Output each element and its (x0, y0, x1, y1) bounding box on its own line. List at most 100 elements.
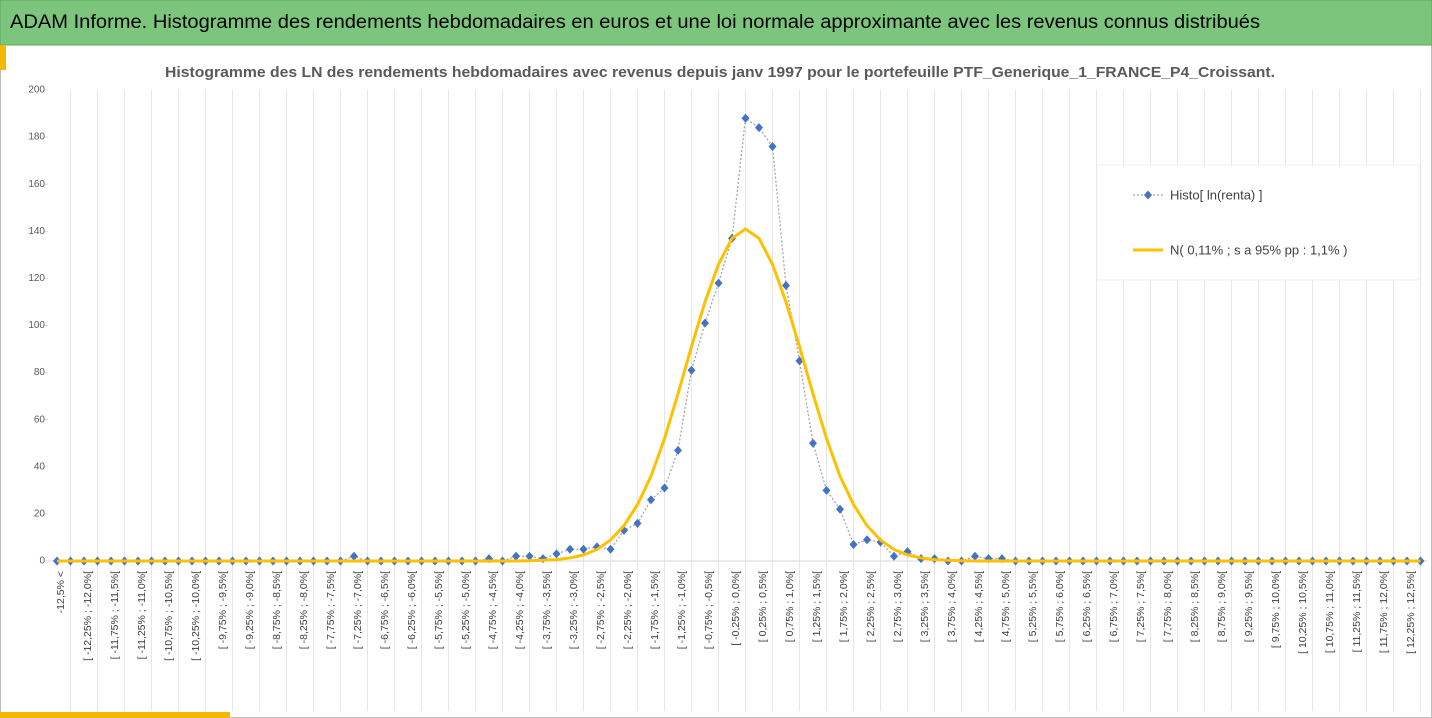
y-tick-label: 160 (28, 179, 45, 190)
legend (1096, 164, 1420, 281)
x-tick-label: [ -2,75% ; -2,5%[ (595, 571, 607, 649)
y-tick-label: 180 (28, 132, 45, 143)
data-point (350, 551, 358, 561)
x-tick-label: [ -1,25% ; -1,0%[ (676, 571, 688, 649)
y-tick-label: 60 (34, 414, 46, 425)
accent (0, 712, 230, 718)
x-tick-label: [ -4,25% ; -4,0%[ (514, 571, 526, 649)
x-tick-label: [ -2,25% ; -2,0%[ (622, 571, 634, 649)
data-point (525, 551, 534, 561)
y-tick-label: 0 (39, 556, 45, 567)
data-point (849, 540, 858, 550)
x-tick-label: [ 6,75% ; 7,0%[ (1108, 571, 1120, 642)
data-point (782, 280, 790, 290)
x-tick-label: [ 11,75% ; 12,0%[ (1378, 571, 1390, 653)
x-tick-label: -12,5% < (55, 571, 67, 613)
x-tick-label: [ 3,75% ; 4,0%[ (946, 571, 958, 642)
data-point (822, 485, 831, 495)
banner-title: ADAM Informe. Histogramme des rendements… (10, 12, 1260, 33)
x-tick-label: [ -7,75% ; -7,5%[ (325, 571, 337, 649)
x-tick-label: [ 2,75% ; 3,0%[ (892, 571, 904, 642)
x-tick-label: [ -6,75% ; -6,5%[ (379, 571, 391, 649)
y-tick-label: 200 (28, 85, 45, 96)
data-point (701, 318, 709, 328)
x-tick-label: [ -9,75% ; -9,5%[ (217, 571, 229, 649)
y-tick-label: 80 (34, 367, 46, 378)
x-tick-label: [ -5,25% ; -5,0%[ (460, 571, 472, 649)
x-tick-label: [ -12,25% ; -12,0%[ (82, 571, 94, 661)
x-tick-label: [ 9,25% ; 9,5%[ (1243, 571, 1255, 642)
x-tick-label: [ -7,25% ; -7,0%[ (352, 571, 364, 649)
data-point (579, 544, 588, 554)
x-tick-label: [ 5,75% ; 6,0%[ (1054, 571, 1066, 642)
x-tick-label: [ 8,25% ; 8,5%[ (1189, 571, 1201, 642)
data-point (971, 551, 979, 561)
data-point (809, 438, 817, 448)
x-tick-label: [ -3,75% ; -3,5%[ (541, 571, 553, 649)
x-tick-label: [ 2,25% ; 2,5%[ (865, 571, 877, 642)
x-tick-label: [ 9,75% ; 10,0%[ (1270, 571, 1282, 648)
x-tick-label: [ -1,75% ; -1,5%[ (649, 571, 661, 649)
x-tick-label: [ 1,75% ; 2,0%[ (838, 571, 850, 642)
data-point (714, 278, 723, 288)
x-tick-label: [ 1,25% ; 1,5%[ (811, 571, 823, 642)
legend-label: N( 0,11% ; s a 95% pp : 1,1% ) (1170, 242, 1348, 257)
x-tick-label: [ 6,25% ; 6,5%[ (1081, 571, 1093, 642)
accent (0, 45, 6, 70)
data-point (755, 123, 763, 133)
y-tick-label: 100 (28, 320, 45, 331)
x-tick-label: [ -4,75% ; -4,5%[ (487, 571, 499, 649)
data-point (633, 518, 642, 528)
x-tick-label: [ 3,25% ; 3,5%[ (919, 571, 931, 642)
x-tick-label: [ 10,75% ; 11,0%[ (1324, 571, 1336, 653)
grid (44, 89, 1428, 711)
x-tick-label: [ -6,25% ; -6,0%[ (406, 571, 418, 649)
x-tick-label: [ -8,75% ; -8,5%[ (271, 571, 283, 649)
x-tick-label: [ -10,75% ; -10,5%[ (163, 571, 175, 661)
x-tick-label: [ 4,75% ; 5,0%[ (1000, 571, 1012, 642)
series-line (57, 227, 1421, 563)
x-tick-label: [ 4,25% ; 4,5%[ (973, 571, 985, 642)
y-tick-label: 20 (34, 509, 46, 520)
chart-title: Histogramme des LN des rendements hebdom… (165, 64, 1275, 81)
x-tick-label: [ -11,75% ; -11,5%[ (109, 571, 121, 659)
data-point (890, 551, 898, 561)
x-tick-label: [ 8,75% ; 9,0%[ (1216, 571, 1228, 642)
data-point (836, 504, 844, 514)
data-point (647, 495, 655, 505)
x-tick-label: [ 0,25% ; 0,5%[ (757, 571, 769, 642)
series-line (57, 117, 1421, 562)
x-tick-label: [ 10,25% ; 10,5%[ (1297, 571, 1309, 654)
x-tick-label: [ -3,25% ; -3,0%[ (568, 571, 580, 649)
x-tick-label: [ -5,75% ; -5,5%[ (433, 571, 445, 649)
x-tick-label: [ -11,25% ; -11,0%[ (136, 571, 148, 659)
x-tick-label: [ 0,75% ; 1,0%[ (784, 571, 796, 642)
data-point (606, 544, 615, 554)
y-tick-label: 40 (34, 461, 46, 472)
plot (53, 113, 1425, 566)
y-tick-label: 120 (28, 273, 45, 284)
x-tick-label: [ 12,25% ; 12,5%[ (1405, 571, 1417, 654)
x-tick-label: [ -0,75% ; -0,5%[ (703, 571, 715, 649)
legend-label: Histo[ ln(renta) ] (1170, 187, 1262, 202)
banner (0, 0, 1432, 46)
data-point (863, 535, 871, 545)
data-point (566, 544, 574, 554)
x-tick-label: [ -0,25% ; 0,0%[ (730, 571, 742, 646)
x-tick-label: [ -9,25% ; -9,0%[ (244, 571, 256, 649)
data-point (512, 551, 520, 561)
data-point (552, 549, 561, 559)
x-tick-label: [ -8,25% ; -8,0%[ (298, 571, 310, 649)
x-tick-label: [ 5,25% ; 5,5%[ (1027, 571, 1039, 642)
data-point (674, 445, 682, 455)
data-point (660, 483, 669, 493)
x-tick-label: [ 7,25% ; 7,5%[ (1135, 571, 1147, 642)
x-tick-label: [ 7,75% ; 8,0%[ (1162, 571, 1174, 642)
data-point (741, 113, 750, 123)
data-point (768, 142, 777, 152)
legend-marker (1144, 190, 1152, 200)
y-tick-label: 140 (28, 226, 45, 237)
